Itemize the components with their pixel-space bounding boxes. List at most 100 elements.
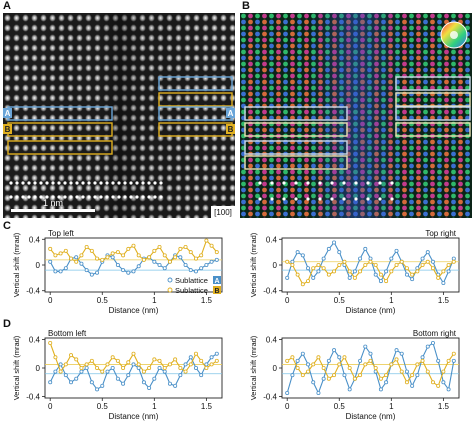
marker-dot bbox=[81, 181, 85, 185]
marker-dot bbox=[15, 195, 19, 199]
chart-top-right: 0 0.5 1 1.5 -0.4 0 0.4 Distance (nm) Vertical sh… bbox=[249, 229, 460, 315]
marker-dot bbox=[330, 181, 334, 185]
point-b bbox=[430, 380, 435, 385]
marker-dot bbox=[342, 181, 346, 185]
point-b bbox=[89, 358, 94, 363]
point-b bbox=[300, 373, 305, 378]
point-b bbox=[209, 243, 214, 248]
point-b bbox=[451, 259, 456, 264]
marker-dot bbox=[39, 195, 43, 199]
x-tick-label: 1.5 bbox=[201, 402, 213, 411]
y-tick-label: -0.4 bbox=[26, 393, 40, 402]
point-b bbox=[311, 362, 316, 367]
point-a bbox=[95, 270, 100, 275]
point-b bbox=[332, 269, 337, 274]
point-b bbox=[63, 248, 68, 253]
point-a bbox=[152, 259, 157, 264]
point-b bbox=[363, 263, 368, 268]
point-b bbox=[69, 353, 74, 358]
point-b bbox=[326, 376, 331, 381]
point-a bbox=[384, 380, 389, 385]
point-a bbox=[446, 387, 451, 392]
marker-dot bbox=[81, 195, 85, 199]
point-b bbox=[115, 250, 120, 255]
point-a bbox=[214, 257, 219, 262]
box-b-3 bbox=[244, 140, 348, 155]
point-a bbox=[157, 366, 162, 371]
point-b bbox=[295, 366, 300, 371]
point-a bbox=[394, 348, 399, 353]
y-tick-label: -0.4 bbox=[263, 393, 277, 402]
point-a bbox=[384, 269, 389, 274]
point-b bbox=[441, 269, 446, 274]
tag-a-right bbox=[226, 108, 235, 118]
point-b bbox=[451, 351, 456, 356]
legend-label-b: Sublattice bbox=[175, 286, 208, 295]
marker-dot bbox=[93, 181, 97, 185]
x-tick-label: 0.5 bbox=[334, 296, 346, 305]
point-a bbox=[167, 381, 172, 386]
box-b-7 bbox=[395, 106, 471, 121]
legend-tag-a-text: A bbox=[214, 278, 219, 285]
panel-label-a: A bbox=[3, 0, 11, 12]
point-a bbox=[48, 259, 53, 264]
point-b bbox=[131, 351, 136, 356]
point-b bbox=[100, 369, 105, 374]
point-b bbox=[173, 357, 178, 362]
chart-bottom-left: 0 0.5 1 1.5 -0.4 0 0.4 Distance (nm) Vertical sh… bbox=[12, 329, 223, 421]
point-a bbox=[378, 387, 383, 392]
point-a bbox=[183, 263, 188, 268]
point-a bbox=[53, 369, 58, 374]
x-tick-label: 0 bbox=[48, 296, 53, 305]
point-a bbox=[451, 256, 456, 261]
stem-image-grayscale: A B A B 1 nm [100] bbox=[3, 13, 235, 218]
marker-dots-b bbox=[258, 181, 394, 201]
x-tick-label: 1 bbox=[152, 296, 157, 305]
legend-tag-b-text: B bbox=[214, 288, 219, 295]
point-b bbox=[347, 366, 352, 371]
point-b bbox=[352, 376, 357, 381]
x-tick-label: 0 bbox=[48, 402, 53, 411]
point-b bbox=[105, 255, 110, 260]
point-b bbox=[74, 357, 79, 362]
marker-dot bbox=[57, 195, 61, 199]
point-b bbox=[363, 362, 368, 367]
point-a bbox=[420, 256, 425, 261]
point-a bbox=[162, 266, 167, 271]
point-b bbox=[373, 263, 378, 268]
panel-title: Top right bbox=[425, 229, 456, 238]
point-b bbox=[136, 362, 141, 367]
point-b bbox=[53, 355, 58, 360]
marker-dot bbox=[45, 181, 49, 185]
marker-dot bbox=[21, 181, 25, 185]
point-b bbox=[285, 358, 290, 363]
point-b bbox=[384, 373, 389, 378]
box-sublattice-b-left-2 bbox=[7, 140, 113, 155]
point-a bbox=[311, 275, 316, 280]
marker-dot bbox=[141, 195, 145, 199]
point-a bbox=[430, 259, 435, 264]
point-b bbox=[167, 259, 172, 264]
point-b bbox=[399, 259, 404, 264]
marker-dot bbox=[135, 181, 139, 185]
point-b bbox=[209, 362, 214, 367]
point-a bbox=[306, 362, 311, 367]
point-a bbox=[53, 269, 58, 274]
point-b bbox=[290, 355, 295, 360]
point-b bbox=[420, 263, 425, 268]
point-a bbox=[89, 380, 94, 385]
marker-dot bbox=[147, 181, 151, 185]
point-b bbox=[188, 362, 193, 367]
chart-bottom-right: 0 0.5 1 1.5 -0.4 0 0.4 Distance (nm) Vertical sh… bbox=[249, 329, 460, 421]
point-a bbox=[199, 373, 204, 378]
marker-dot bbox=[27, 195, 31, 199]
point-a bbox=[404, 369, 409, 374]
box-b-6 bbox=[395, 92, 471, 107]
point-a bbox=[378, 279, 383, 284]
point-a bbox=[193, 269, 198, 274]
marker-dot bbox=[159, 195, 163, 199]
point-b bbox=[121, 253, 126, 258]
point-b bbox=[410, 272, 415, 277]
point-a bbox=[63, 266, 68, 271]
panel-title: Bottom left bbox=[48, 329, 87, 338]
